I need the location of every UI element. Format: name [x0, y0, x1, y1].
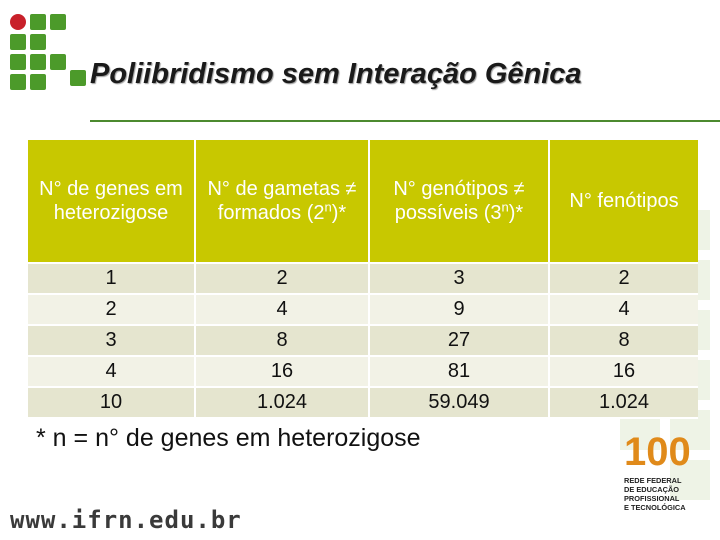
- table-cell: 9: [370, 295, 550, 326]
- title-divider: [90, 120, 720, 122]
- table-cell: 8: [550, 326, 698, 357]
- table-cell: 2: [28, 295, 196, 326]
- table-cell: 4: [196, 295, 370, 326]
- website-url: www.ifrn.edu.br: [10, 506, 242, 534]
- table-cell: 16: [196, 357, 370, 388]
- header-genotypes: N° genótipos ≠ possíveis (3n)*: [370, 140, 550, 264]
- table-row: 10 1.024 59.049 1.024: [28, 388, 698, 419]
- table-cell: 2: [550, 264, 698, 295]
- table-cell: 4: [28, 357, 196, 388]
- genetics-table: N° de genes em heterozigose N° de gameta…: [28, 140, 698, 419]
- table-cell: 3: [370, 264, 550, 295]
- table-cell: 8: [196, 326, 370, 357]
- header-gametes: N° de gametas ≠ formados (2n)*: [196, 140, 370, 264]
- table-cell: 1: [28, 264, 196, 295]
- table-cell: 16: [550, 357, 698, 388]
- anniversary-caption: REDE FEDERAL DE EDUCAÇÃO PROFISSIONAL E …: [624, 476, 686, 512]
- table-cell: 10: [28, 388, 196, 419]
- table-row: 2 4 9 4: [28, 295, 698, 326]
- header-genes-heterozygous: N° de genes em heterozigose: [28, 140, 196, 264]
- table-row: 4 16 81 16: [28, 357, 698, 388]
- table-cell: 2: [196, 264, 370, 295]
- header-phenotypes: N° fenótipos: [550, 140, 698, 264]
- table-cell: 81: [370, 357, 550, 388]
- table-cell: 1.024: [550, 388, 698, 419]
- table-cell: 4: [550, 295, 698, 326]
- federal-network-100-years-logo: 100 REDE FEDERAL DE EDUCAÇÃO PROFISSIONA…: [624, 432, 704, 532]
- footnote: * n = n° de genes em heterozigose: [36, 424, 421, 452]
- ifrn-logo: [10, 14, 86, 90]
- table-cell: 3: [28, 326, 196, 357]
- page-title: Poliibridismo sem Interação Gênica: [90, 58, 582, 90]
- anniversary-number: 100: [624, 430, 691, 474]
- table-cell: 27: [370, 326, 550, 357]
- table-row: 3 8 27 8: [28, 326, 698, 357]
- table-cell: 59.049: [370, 388, 550, 419]
- table-row: 1 2 3 2: [28, 264, 698, 295]
- table-header-row: N° de genes em heterozigose N° de gameta…: [28, 140, 698, 264]
- table-cell: 1.024: [196, 388, 370, 419]
